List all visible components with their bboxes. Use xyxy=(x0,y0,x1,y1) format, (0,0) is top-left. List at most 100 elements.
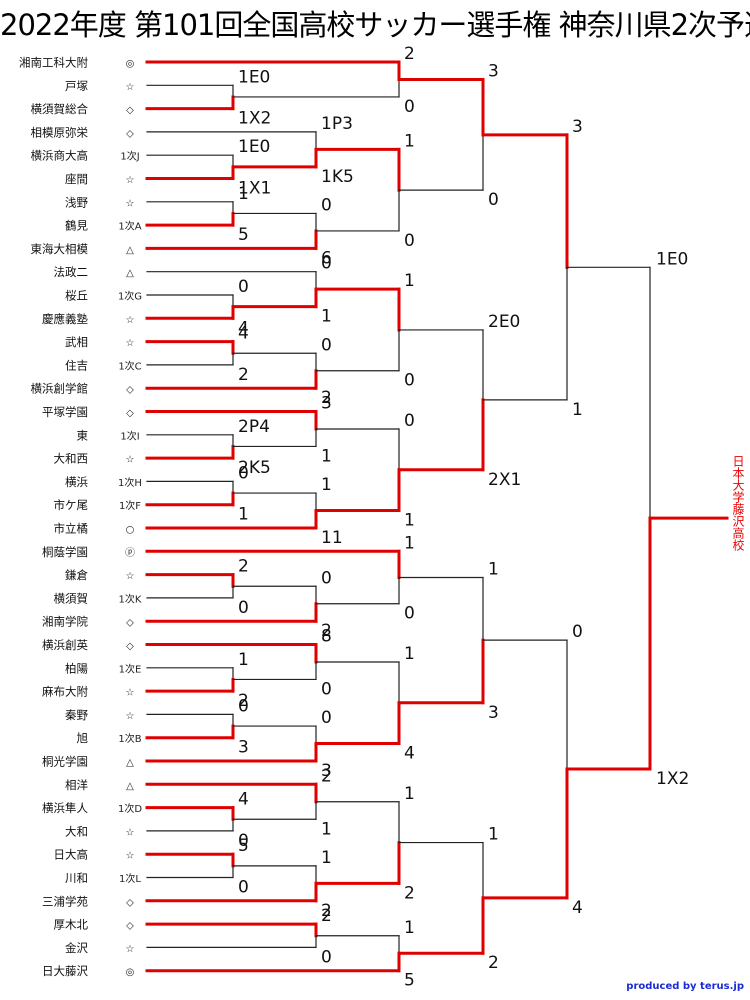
team-seed-mark: 1次J xyxy=(120,150,139,163)
team-name: 川和 xyxy=(65,871,88,885)
match-score: 0 xyxy=(321,335,332,355)
team-name: 相模原弥栄 xyxy=(31,125,89,139)
match-score: 1 xyxy=(404,784,415,804)
team-name: 鎌倉 xyxy=(65,568,88,582)
team-seed-mark: ☆ xyxy=(126,338,135,349)
team-name: 住吉 xyxy=(65,358,88,372)
match-score: 0 xyxy=(321,254,332,274)
match-score: 3 xyxy=(238,738,249,758)
match-score: 2K5 xyxy=(238,458,271,478)
match-score: 3 xyxy=(488,703,499,723)
team-seed-mark: ○ xyxy=(126,525,135,536)
team-seed-mark: 1次H xyxy=(118,476,142,489)
match-score: 0 xyxy=(321,947,332,967)
team-name: 横浜商大高 xyxy=(31,149,89,163)
match-score: 2 xyxy=(321,766,332,786)
match-score: 0 xyxy=(572,622,583,642)
team-seed-mark: ☆ xyxy=(126,944,135,955)
team-seed-mark: ☆ xyxy=(126,82,135,93)
match-score: 1 xyxy=(321,307,332,327)
match-score: 4 xyxy=(238,790,249,810)
team-seed-mark: △ xyxy=(126,245,134,256)
team-seed-mark: ◎ xyxy=(126,59,135,70)
team-name: 鶴見 xyxy=(65,219,88,233)
team-name: 武相 xyxy=(65,335,88,349)
team-seed-mark: ◇ xyxy=(126,408,134,419)
team-name: 三浦学苑 xyxy=(42,894,88,908)
team-name: 厚木北 xyxy=(54,918,89,932)
champion-label: 日本大学藤沢高校 xyxy=(731,455,745,551)
match-score: 0 xyxy=(238,463,249,483)
match-score: 4 xyxy=(572,898,583,918)
team-seed-mark: ☆ xyxy=(126,455,135,466)
team-seed-mark: ☆ xyxy=(126,175,135,186)
team-seed-mark: 1次I xyxy=(120,429,139,442)
team-name: 秦野 xyxy=(65,708,88,722)
match-score: 2 xyxy=(238,557,249,577)
team-name: 横浜 xyxy=(65,475,88,489)
match-score: 0 xyxy=(238,696,249,716)
team-seed-mark: 1次B xyxy=(118,732,141,745)
match-score: 5 xyxy=(404,971,415,991)
team-name: 日大高 xyxy=(54,848,89,862)
match-score: 1 xyxy=(404,644,415,664)
match-score: 4 xyxy=(238,318,249,338)
team-seed-mark: △ xyxy=(126,268,134,279)
team-name: 旭 xyxy=(77,731,89,745)
team-name: 相洋 xyxy=(65,778,88,792)
match-score: 0 xyxy=(404,371,415,391)
match-score: 0 xyxy=(321,679,332,699)
team-name: 湘南学院 xyxy=(42,615,88,629)
team-seed-mark: ◇ xyxy=(126,641,134,652)
team-name: 浅野 xyxy=(65,195,88,209)
team-seed-mark: ◇ xyxy=(126,385,134,396)
match-score: 2 xyxy=(488,953,499,973)
match-score: 1 xyxy=(572,400,583,420)
team-seed-mark: 1次D xyxy=(118,802,142,815)
match-score: 1 xyxy=(238,184,249,204)
match-score: 0 xyxy=(488,190,499,210)
match-score: 2 xyxy=(321,621,332,641)
match-score: 0 xyxy=(321,568,332,588)
match-score: 2 xyxy=(404,44,415,64)
team-name: 桜丘 xyxy=(65,289,88,303)
team-name: 桐蔭学園 xyxy=(42,545,88,559)
match-score: 0 xyxy=(238,878,249,898)
match-score: 2 xyxy=(321,906,332,926)
team-seed-mark: ☆ xyxy=(126,198,135,209)
match-score: 11 xyxy=(321,528,343,548)
match-score: 1 xyxy=(404,271,415,291)
team-name: 平塚学園 xyxy=(42,405,88,419)
match-score: 1 xyxy=(238,650,249,670)
match-score: 3 xyxy=(321,761,332,781)
team-name: 横須賀総合 xyxy=(31,102,89,116)
match-score: 1 xyxy=(404,918,415,938)
match-score: 1E0 xyxy=(238,67,270,87)
match-score: 4 xyxy=(238,324,249,344)
team-name: 横浜隼人 xyxy=(42,801,88,815)
team-seed-mark: ☆ xyxy=(126,688,135,699)
team-name: 市立橘 xyxy=(54,522,89,536)
match-score: 1 xyxy=(488,825,499,845)
team-name: 横浜創学館 xyxy=(31,382,89,396)
team-name: 横須賀 xyxy=(54,591,89,605)
team-seed-mark: ◇ xyxy=(126,921,134,932)
team-seed-mark: 1次K xyxy=(119,592,142,605)
team-name: 法政二 xyxy=(54,265,89,279)
team-name: 東 xyxy=(77,428,89,442)
match-score: 2 xyxy=(321,901,332,921)
team-seed-mark: 1次G xyxy=(118,290,142,303)
team-name: 市ケ尾 xyxy=(54,498,89,512)
match-score: 8 xyxy=(321,627,332,647)
team-seed-mark: ◇ xyxy=(126,128,134,139)
match-score: 1X2 xyxy=(238,109,271,129)
team-name: 麻布大附 xyxy=(42,685,88,699)
team-name: 座間 xyxy=(65,172,88,186)
match-score: 0 xyxy=(321,708,332,728)
team-seed-mark: 1次F xyxy=(119,499,141,512)
team-name: 大和 xyxy=(65,824,88,838)
match-score: 6 xyxy=(321,248,332,268)
match-score: 0 xyxy=(238,831,249,851)
team-seed-mark: 1次A xyxy=(118,220,141,233)
match-score: 1P3 xyxy=(321,114,353,134)
